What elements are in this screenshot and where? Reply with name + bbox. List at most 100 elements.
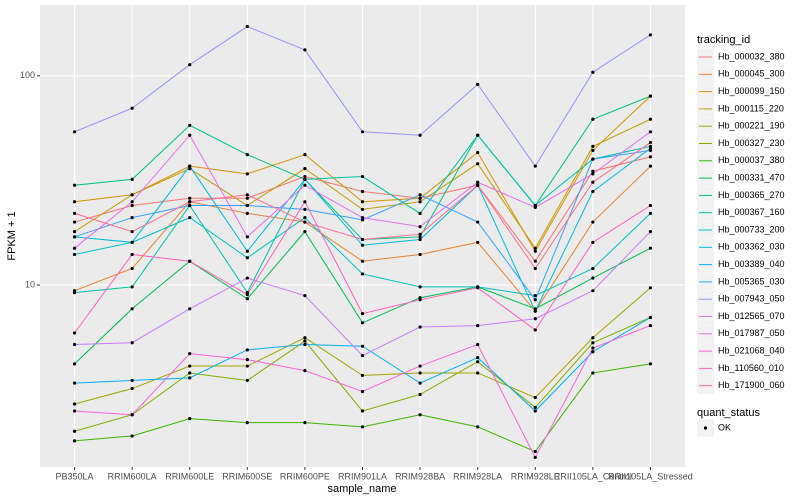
data-point xyxy=(648,33,653,37)
data-point xyxy=(533,455,537,460)
data-point xyxy=(188,376,192,380)
data-point xyxy=(591,220,595,224)
data-point xyxy=(418,381,422,385)
data-point xyxy=(188,123,192,127)
x-axis-title: sample_name xyxy=(327,483,396,495)
x-tick-label: RRIM600PE xyxy=(280,471,330,481)
data-point xyxy=(591,240,595,244)
data-point xyxy=(303,421,307,425)
data-point xyxy=(418,133,422,137)
legend-label: Hb_000327_230 xyxy=(718,138,785,148)
data-point xyxy=(533,405,537,410)
data-point xyxy=(188,203,192,208)
data-point xyxy=(533,307,537,311)
data-point xyxy=(245,297,249,301)
data-point xyxy=(130,378,134,383)
data-point xyxy=(418,252,422,257)
data-point xyxy=(418,196,422,200)
data-point xyxy=(418,371,422,375)
data-point xyxy=(303,207,307,211)
legend-label: Hb_000115_220 xyxy=(718,103,784,113)
legend-label: Hb_171900_060 xyxy=(718,380,785,390)
data-point xyxy=(648,230,653,234)
data-point xyxy=(303,369,307,373)
data-point xyxy=(533,259,537,263)
data-point xyxy=(188,352,192,356)
data-point xyxy=(418,200,422,204)
data-point xyxy=(360,216,365,220)
data-point xyxy=(303,336,307,340)
data-point xyxy=(188,63,192,67)
data-point xyxy=(360,354,365,358)
data-point xyxy=(130,106,134,110)
data-point xyxy=(188,167,192,171)
data-point xyxy=(72,439,77,443)
data-point xyxy=(648,148,653,153)
data-point xyxy=(360,130,365,134)
data-point xyxy=(533,317,537,321)
data-point xyxy=(130,193,134,197)
x-tick-label: RRIM600SE xyxy=(222,471,272,481)
data-point xyxy=(591,341,595,345)
data-point xyxy=(303,220,307,224)
data-point xyxy=(188,259,192,263)
data-point xyxy=(648,140,653,145)
legend-label: Hb_000099_150 xyxy=(718,86,785,96)
data-point xyxy=(360,344,365,348)
data-point xyxy=(130,230,134,234)
data-point xyxy=(245,193,249,197)
data-point xyxy=(72,429,77,433)
legend-label: Hb_021068_040 xyxy=(718,345,785,355)
data-point xyxy=(130,413,134,417)
data-point xyxy=(476,150,480,155)
data-point xyxy=(476,82,480,86)
data-point xyxy=(533,409,537,413)
data-point xyxy=(360,174,365,179)
data-point xyxy=(130,266,134,271)
data-point xyxy=(72,200,77,204)
x-tick-label: RRIM600LA xyxy=(108,471,157,481)
data-point xyxy=(188,364,192,368)
data-point xyxy=(360,243,365,247)
data-point xyxy=(591,172,595,176)
data-point xyxy=(418,364,422,368)
data-point xyxy=(360,200,365,204)
y-axis-title: FPKM + 1 xyxy=(6,211,18,260)
legend-label: Hb_000365_270 xyxy=(718,190,785,200)
data-point xyxy=(130,386,134,391)
data-point xyxy=(476,180,480,184)
data-point xyxy=(648,94,653,98)
data-point xyxy=(130,240,134,244)
data-point xyxy=(648,164,653,168)
data-point xyxy=(476,360,480,364)
data-point xyxy=(303,200,307,204)
data-point xyxy=(303,177,307,181)
data-point xyxy=(130,177,134,181)
data-point xyxy=(533,449,537,454)
data-point xyxy=(303,153,307,157)
legend-label: Hb_003362_030 xyxy=(718,242,785,252)
data-point xyxy=(72,252,77,257)
data-point xyxy=(360,189,365,194)
data-point xyxy=(476,220,480,224)
data-point xyxy=(591,70,595,74)
data-point xyxy=(533,294,537,298)
data-point xyxy=(533,246,537,250)
data-point xyxy=(476,425,480,429)
x-tick-label: RRIM928LE xyxy=(511,471,560,481)
data-point xyxy=(591,336,595,340)
data-point xyxy=(130,203,134,208)
legend-label: Hb_000367_160 xyxy=(718,207,785,217)
x-tick-label: RRIM928LA xyxy=(453,471,502,481)
legend-label: Hb_000331_470 xyxy=(718,172,785,182)
data-point xyxy=(72,211,77,215)
data-point xyxy=(130,285,134,289)
data-point xyxy=(476,371,480,375)
data-point xyxy=(245,172,249,176)
data-point xyxy=(72,381,77,385)
data-point xyxy=(648,323,653,328)
x-tick-label: RRIM600LE xyxy=(165,471,214,481)
data-point xyxy=(360,218,365,222)
data-point xyxy=(72,230,77,234)
data-point xyxy=(591,266,595,271)
